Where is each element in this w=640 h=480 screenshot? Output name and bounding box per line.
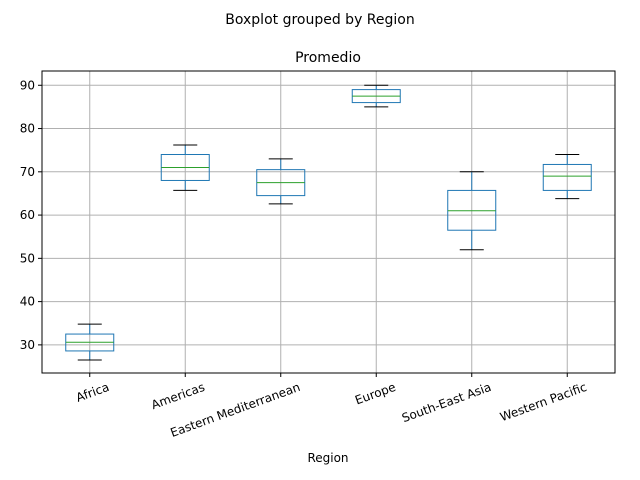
x-tick-label: South-East Asia bbox=[400, 380, 493, 425]
x-tick-label: Europe bbox=[353, 380, 397, 408]
y-tick-label: 70 bbox=[20, 165, 35, 179]
x-tick-label: Western Pacific bbox=[498, 380, 588, 424]
box-group-4 bbox=[447, 171, 497, 251]
y-tick-label: 40 bbox=[20, 295, 35, 309]
plot-frame bbox=[41, 70, 616, 374]
grid-layer bbox=[42, 71, 615, 373]
chart-title: Promedio bbox=[295, 50, 361, 66]
chart-suptitle: Boxplot grouped by Region bbox=[225, 12, 414, 28]
iqr-box bbox=[542, 163, 592, 191]
box-group-0 bbox=[65, 323, 115, 361]
x-tick-label: Africa bbox=[74, 380, 111, 405]
y-tick-label: 90 bbox=[20, 78, 35, 92]
y-tick-label: 50 bbox=[20, 251, 35, 265]
box-group-3 bbox=[351, 84, 401, 108]
box-group-2 bbox=[256, 158, 306, 205]
box-group-1 bbox=[160, 144, 210, 191]
x-axis-label: Region bbox=[307, 451, 348, 465]
y-tick-label: 60 bbox=[20, 208, 35, 222]
box-group-5 bbox=[542, 154, 592, 200]
x-tick-label: Americas bbox=[149, 380, 206, 412]
box-layer bbox=[65, 84, 592, 361]
y-tick-label: 80 bbox=[20, 122, 35, 136]
y-tick-label: 30 bbox=[20, 338, 35, 352]
